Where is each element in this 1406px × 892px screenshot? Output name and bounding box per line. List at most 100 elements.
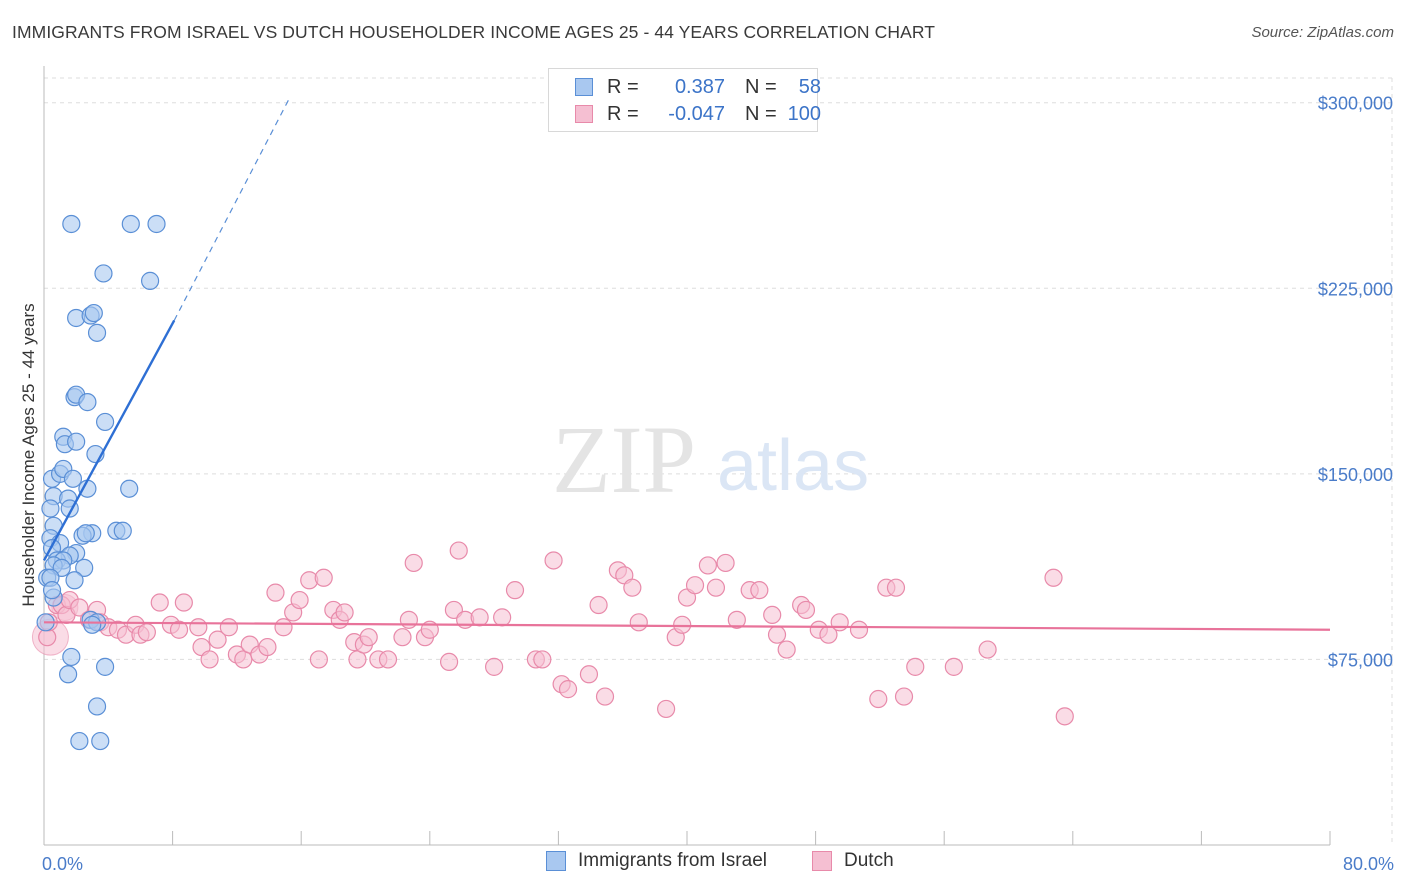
dutch-point bbox=[70, 598, 89, 617]
israel-point bbox=[87, 323, 107, 342]
y-tick-label: $75,000 bbox=[1328, 650, 1393, 670]
legend-r-label: R = bbox=[607, 75, 639, 98]
legend-n-value: 100 bbox=[787, 102, 821, 125]
dutch-point bbox=[685, 576, 705, 595]
watermark-atlas: atlas bbox=[717, 426, 869, 506]
dutch-point bbox=[673, 615, 692, 634]
dutch-point bbox=[1044, 568, 1063, 587]
watermark: ZIP atlas bbox=[552, 406, 869, 513]
dutch-point bbox=[886, 578, 906, 597]
legend-row-dutch: R = -0.047 N = 100 bbox=[549, 101, 821, 127]
israel-point bbox=[59, 665, 78, 684]
dutch-point bbox=[449, 541, 468, 560]
correlation-legend: R = 0.387 N = 58 R = -0.047 N = 100 bbox=[548, 68, 821, 132]
dutch-point bbox=[309, 650, 328, 669]
dutch-point bbox=[505, 581, 525, 600]
x-tick-label-min: 0.0% bbox=[42, 854, 83, 874]
y-tick-label: $300,000 bbox=[1318, 94, 1393, 114]
legend-swatch-dutch bbox=[575, 105, 593, 123]
y-tick-labels: $75,000 $150,000 $225,000 $300,000 bbox=[1318, 94, 1393, 671]
legend-swatch-israel bbox=[546, 851, 566, 871]
israel-point bbox=[41, 499, 60, 518]
legend-label-israel: Immigrants from Israel bbox=[578, 850, 767, 871]
dutch-point bbox=[894, 687, 914, 706]
israel-point bbox=[91, 731, 110, 751]
legend-item-israel[interactable]: Immigrants from Israel bbox=[546, 850, 767, 872]
legend-item-dutch[interactable]: Dutch bbox=[812, 850, 894, 872]
israel-point bbox=[75, 558, 94, 577]
dutch-point bbox=[439, 652, 459, 672]
dutch-point bbox=[978, 640, 997, 659]
dutch-point bbox=[777, 640, 796, 659]
dutch-point bbox=[849, 620, 869, 639]
dutch-point bbox=[493, 608, 512, 627]
legend-n-label: N = bbox=[745, 102, 777, 125]
dutch-point bbox=[258, 637, 277, 657]
legend-n-label: N = bbox=[745, 75, 777, 98]
legend-r-label: R = bbox=[607, 102, 639, 125]
israel-point bbox=[65, 571, 84, 590]
dutch-point bbox=[558, 680, 578, 699]
dutch-trend-line bbox=[43, 621, 1331, 631]
source-label: Source: ZipAtlas.com bbox=[1251, 24, 1394, 41]
x-tick-label-max: 80.0% bbox=[1343, 854, 1394, 874]
chart-title: IMMIGRANTS FROM ISRAEL VS DUTCH HOUSEHOL… bbox=[12, 22, 936, 42]
israel-point bbox=[83, 615, 102, 634]
legend-n-value: 58 bbox=[798, 75, 821, 98]
dutch-point bbox=[595, 687, 615, 706]
dutch-point bbox=[869, 689, 888, 709]
y-tick-label: $225,000 bbox=[1318, 279, 1393, 299]
dutch-point bbox=[314, 568, 333, 587]
israel-point bbox=[67, 432, 86, 451]
israel-point bbox=[147, 214, 166, 234]
dutch-point bbox=[208, 630, 227, 649]
israel-point bbox=[62, 647, 81, 667]
legend-r-value: 0.387 bbox=[674, 75, 725, 98]
dutch-point bbox=[623, 578, 642, 597]
dutch-point bbox=[266, 583, 285, 602]
dutch-point bbox=[404, 553, 423, 573]
dutch-point bbox=[290, 590, 309, 610]
dutch-point bbox=[174, 593, 193, 612]
dutch-point bbox=[378, 650, 398, 669]
dutch-point bbox=[393, 628, 412, 647]
y-axis-title: Householder Income Ages 25 - 44 years bbox=[19, 303, 38, 606]
legend-label-dutch: Dutch bbox=[844, 850, 894, 871]
dutch-point bbox=[657, 699, 676, 719]
israel-point bbox=[42, 581, 62, 600]
y-tick-label: $150,000 bbox=[1318, 465, 1393, 485]
israel-point bbox=[140, 271, 160, 290]
dutch-point bbox=[706, 578, 726, 597]
dutch-point bbox=[589, 595, 608, 615]
dutch-point bbox=[1055, 707, 1074, 726]
axes bbox=[43, 66, 1331, 846]
israel-point bbox=[84, 303, 103, 323]
dutch-point bbox=[219, 618, 238, 637]
israel-point bbox=[78, 393, 97, 412]
dutch-point bbox=[796, 600, 816, 620]
dutch-point bbox=[579, 665, 599, 684]
dutch-point bbox=[189, 618, 208, 637]
israel-point bbox=[120, 479, 139, 498]
israel-point bbox=[62, 214, 81, 234]
israel-point bbox=[121, 214, 140, 234]
dutch-point bbox=[399, 610, 419, 629]
dutch-point bbox=[137, 623, 156, 642]
israel-points bbox=[36, 214, 166, 751]
dutch-point bbox=[906, 657, 925, 676]
israel-trend-extension bbox=[173, 99, 289, 321]
dutch-point bbox=[629, 613, 648, 632]
israel-point bbox=[63, 469, 83, 488]
dutch-point bbox=[470, 608, 489, 627]
legend-r-value: -0.047 bbox=[668, 102, 725, 125]
legend-swatch-israel bbox=[575, 78, 593, 96]
watermark-zip: ZIP bbox=[552, 406, 696, 513]
dutch-point bbox=[150, 593, 169, 612]
series-legend: Immigrants from Israel Dutch bbox=[0, 850, 1406, 878]
dutch-points bbox=[31, 541, 1074, 726]
dutch-point bbox=[750, 581, 769, 600]
dutch-point bbox=[533, 650, 552, 669]
dutch-point bbox=[716, 553, 735, 573]
legend-swatch-dutch bbox=[812, 851, 832, 871]
